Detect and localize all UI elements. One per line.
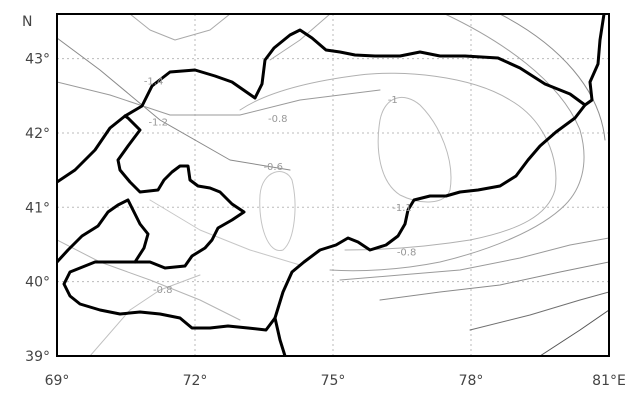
contour-label: -1.4 xyxy=(144,77,164,88)
y-tick-label: 40° xyxy=(25,275,50,291)
contour-line xyxy=(239,72,557,251)
x-tick-label: 69° xyxy=(45,373,70,389)
map-frame xyxy=(56,13,610,357)
y-axis-title: N xyxy=(22,14,32,30)
x-tick-label: 75° xyxy=(321,373,346,389)
contour-line xyxy=(129,14,231,41)
contour-line xyxy=(259,171,296,251)
contour-label: -1 xyxy=(388,95,398,106)
border-line xyxy=(273,316,287,356)
y-tick-label: 39° xyxy=(25,349,50,365)
contour-label: -0.8 xyxy=(397,248,417,259)
contour-line xyxy=(539,309,609,356)
contour-line xyxy=(89,274,201,356)
contour-label: -0.8 xyxy=(268,114,288,125)
contour-label: -0.6 xyxy=(263,162,283,173)
contour-line xyxy=(57,37,291,171)
border-line xyxy=(57,198,150,264)
contour-line xyxy=(269,14,331,61)
border-line xyxy=(57,14,606,184)
y-tick-label: 41° xyxy=(25,200,50,216)
contour-line xyxy=(339,237,609,281)
contour-label: -0.8 xyxy=(153,285,173,296)
contour-line xyxy=(499,14,606,141)
x-tick-label: 78° xyxy=(459,373,484,389)
contour-line xyxy=(379,261,609,301)
y-tick-label: 42° xyxy=(25,126,50,142)
contour-lines xyxy=(57,14,609,356)
y-tick-label: 43° xyxy=(25,52,50,68)
contour-line xyxy=(57,239,241,321)
y-axis-labels: 43° 42° 41° 40° 39° xyxy=(25,52,50,365)
contour-label: -1.1 xyxy=(392,203,412,214)
contour-line xyxy=(57,81,381,116)
contour-label: -1.2 xyxy=(148,118,168,129)
contour-line xyxy=(469,291,609,331)
x-tick-label: 72° xyxy=(183,373,208,389)
contour-line xyxy=(149,199,301,266)
contour-line xyxy=(377,97,452,203)
contour-labels: -1.4 -1.2 -0.8 -1 -0.6 -1.1 -0.8 -0.8 xyxy=(144,77,417,296)
country-borders xyxy=(57,14,606,356)
contour-line xyxy=(329,14,585,272)
x-tick-label: 81°E xyxy=(592,373,626,389)
border-line xyxy=(62,103,587,332)
x-axis-labels: 69° 72° 75° 78° 81°E xyxy=(45,373,626,389)
